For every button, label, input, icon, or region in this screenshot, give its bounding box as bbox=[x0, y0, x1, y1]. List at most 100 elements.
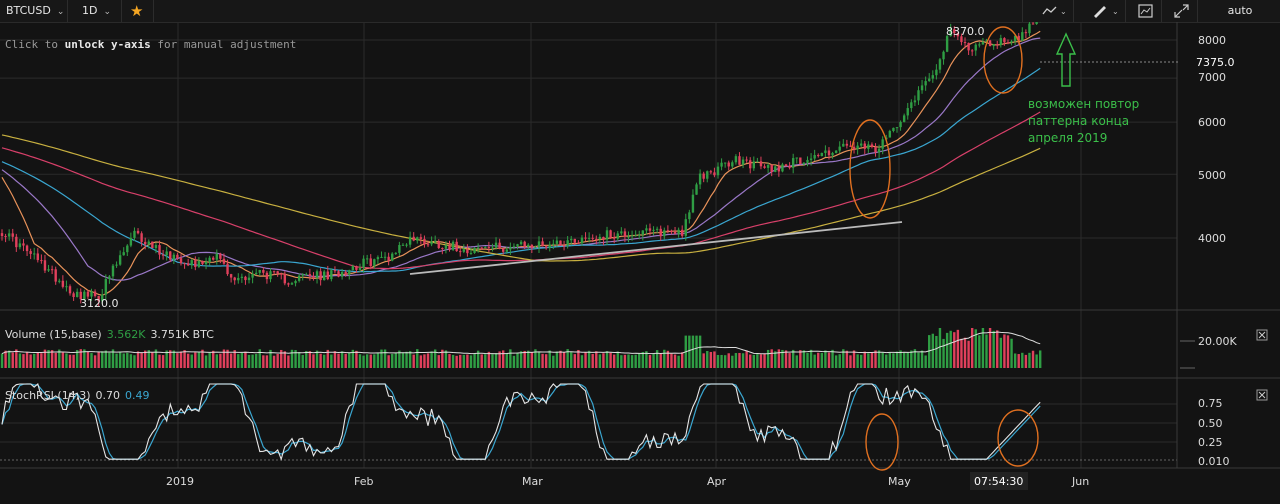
price-axis[interactable]: 8000 7000 6000 5000 4000 bbox=[1198, 34, 1226, 245]
scale-mode-button[interactable]: auto bbox=[1227, 4, 1253, 17]
volume-bar bbox=[698, 335, 702, 368]
candle-body bbox=[190, 260, 193, 266]
highlight-circle bbox=[849, 119, 891, 219]
candle-body bbox=[759, 161, 763, 167]
volume-bar bbox=[251, 354, 254, 368]
volume-bar bbox=[4, 350, 7, 368]
volume-bar bbox=[330, 354, 333, 368]
candle-body bbox=[627, 236, 630, 238]
volume-bar bbox=[1021, 352, 1024, 368]
candle-body bbox=[877, 148, 881, 153]
moving-average-line bbox=[1, 134, 1041, 262]
volume-bar bbox=[881, 352, 884, 368]
volume-bar bbox=[738, 352, 741, 368]
volume-bar bbox=[741, 353, 745, 368]
candle-body bbox=[176, 254, 179, 259]
interval-selector[interactable]: 1D ⌄ bbox=[76, 0, 122, 22]
volume-bar bbox=[90, 353, 93, 368]
close-pane-button[interactable] bbox=[1256, 389, 1268, 401]
volume-bar bbox=[756, 354, 759, 368]
volume-bar bbox=[190, 354, 193, 368]
volume-bar bbox=[924, 355, 927, 368]
candle-body bbox=[544, 246, 548, 248]
candle-body bbox=[222, 258, 226, 264]
close-pane-button[interactable] bbox=[1256, 329, 1268, 341]
last-price-label: 7375.0 bbox=[1196, 56, 1235, 69]
unlock-notice[interactable]: Click to unlock y-axis for manual adjust… bbox=[5, 38, 296, 51]
time-axis[interactable]: 2019 Feb Mar Apr May Jun bbox=[166, 475, 1089, 488]
candle-body bbox=[254, 272, 258, 275]
candle-body bbox=[362, 258, 365, 268]
volume-bar bbox=[917, 352, 920, 368]
candle-body bbox=[83, 291, 86, 300]
volume-bar bbox=[681, 352, 684, 368]
candle-body bbox=[638, 234, 641, 236]
candle-body bbox=[323, 271, 326, 281]
volume-bar bbox=[344, 353, 347, 368]
candle-body bbox=[963, 42, 967, 44]
volume-bar bbox=[247, 354, 251, 368]
volume-bar bbox=[233, 350, 236, 368]
candle-body bbox=[219, 253, 222, 259]
volume-bar bbox=[419, 355, 423, 368]
candle-body bbox=[169, 251, 172, 260]
volume-bar bbox=[892, 353, 895, 368]
volume-bar bbox=[222, 349, 226, 368]
candle-body bbox=[58, 280, 61, 282]
y-tick-label: 4000 bbox=[1198, 232, 1226, 245]
candle-body bbox=[684, 219, 687, 236]
candle-body bbox=[666, 230, 670, 232]
candle-body bbox=[523, 241, 526, 247]
volume-bar bbox=[777, 349, 781, 368]
volume-bar bbox=[1006, 335, 1010, 368]
volume-bar bbox=[1013, 353, 1017, 368]
volume-bar bbox=[197, 352, 201, 368]
fullscreen-icon[interactable] bbox=[1164, 0, 1198, 22]
candle-body bbox=[326, 271, 329, 280]
candle-body bbox=[358, 267, 362, 270]
volume-bar bbox=[666, 350, 670, 368]
candle-body bbox=[387, 256, 390, 261]
stochrsi-axis[interactable]: 0.75 0.50 0.25 0.010 bbox=[1198, 397, 1230, 468]
compare-icon[interactable]: ⌄ bbox=[1022, 0, 1074, 22]
pencil-icon[interactable]: ⌄ bbox=[1076, 0, 1126, 22]
volume-bar bbox=[931, 333, 934, 368]
candle-body bbox=[469, 252, 473, 254]
volume-bar bbox=[348, 352, 351, 368]
candle-body bbox=[860, 143, 863, 146]
candle-body bbox=[197, 260, 201, 267]
screenshot-icon[interactable] bbox=[1128, 0, 1162, 22]
candle-body bbox=[842, 143, 845, 147]
volume-bar bbox=[129, 354, 133, 368]
candle-body bbox=[824, 150, 827, 153]
candle-body bbox=[720, 162, 723, 167]
candle-body bbox=[212, 257, 215, 260]
volume-bar bbox=[598, 354, 602, 368]
candle-body bbox=[251, 274, 254, 278]
candle-body bbox=[534, 247, 537, 249]
candle-body bbox=[630, 235, 634, 237]
candle-body bbox=[838, 146, 841, 151]
volume-bar bbox=[616, 351, 619, 368]
volume-bar bbox=[373, 354, 376, 368]
candle-body bbox=[22, 243, 25, 246]
chart[interactable]: Click to unlock y-axis for manual adjust… bbox=[0, 22, 1280, 504]
candle-body bbox=[423, 238, 426, 245]
candle-body bbox=[373, 259, 376, 266]
y-tick-label: 8000 bbox=[1198, 34, 1226, 47]
candle-body bbox=[609, 230, 612, 238]
volume-bar bbox=[326, 349, 329, 368]
volume-bar bbox=[416, 349, 419, 368]
volume-bar bbox=[523, 350, 526, 368]
candle-body bbox=[516, 244, 519, 247]
volume-bar bbox=[491, 354, 494, 368]
candle-body bbox=[673, 231, 677, 234]
star-icon[interactable]: ★ bbox=[124, 0, 154, 22]
volume-bar bbox=[874, 350, 877, 368]
volume-bar bbox=[215, 354, 218, 368]
symbol-selector[interactable]: BTCUSD ⌄ bbox=[0, 0, 68, 22]
candle-body bbox=[122, 252, 125, 256]
candle-body bbox=[380, 256, 383, 258]
candle-body bbox=[795, 157, 798, 159]
volume-bar bbox=[1039, 350, 1042, 368]
